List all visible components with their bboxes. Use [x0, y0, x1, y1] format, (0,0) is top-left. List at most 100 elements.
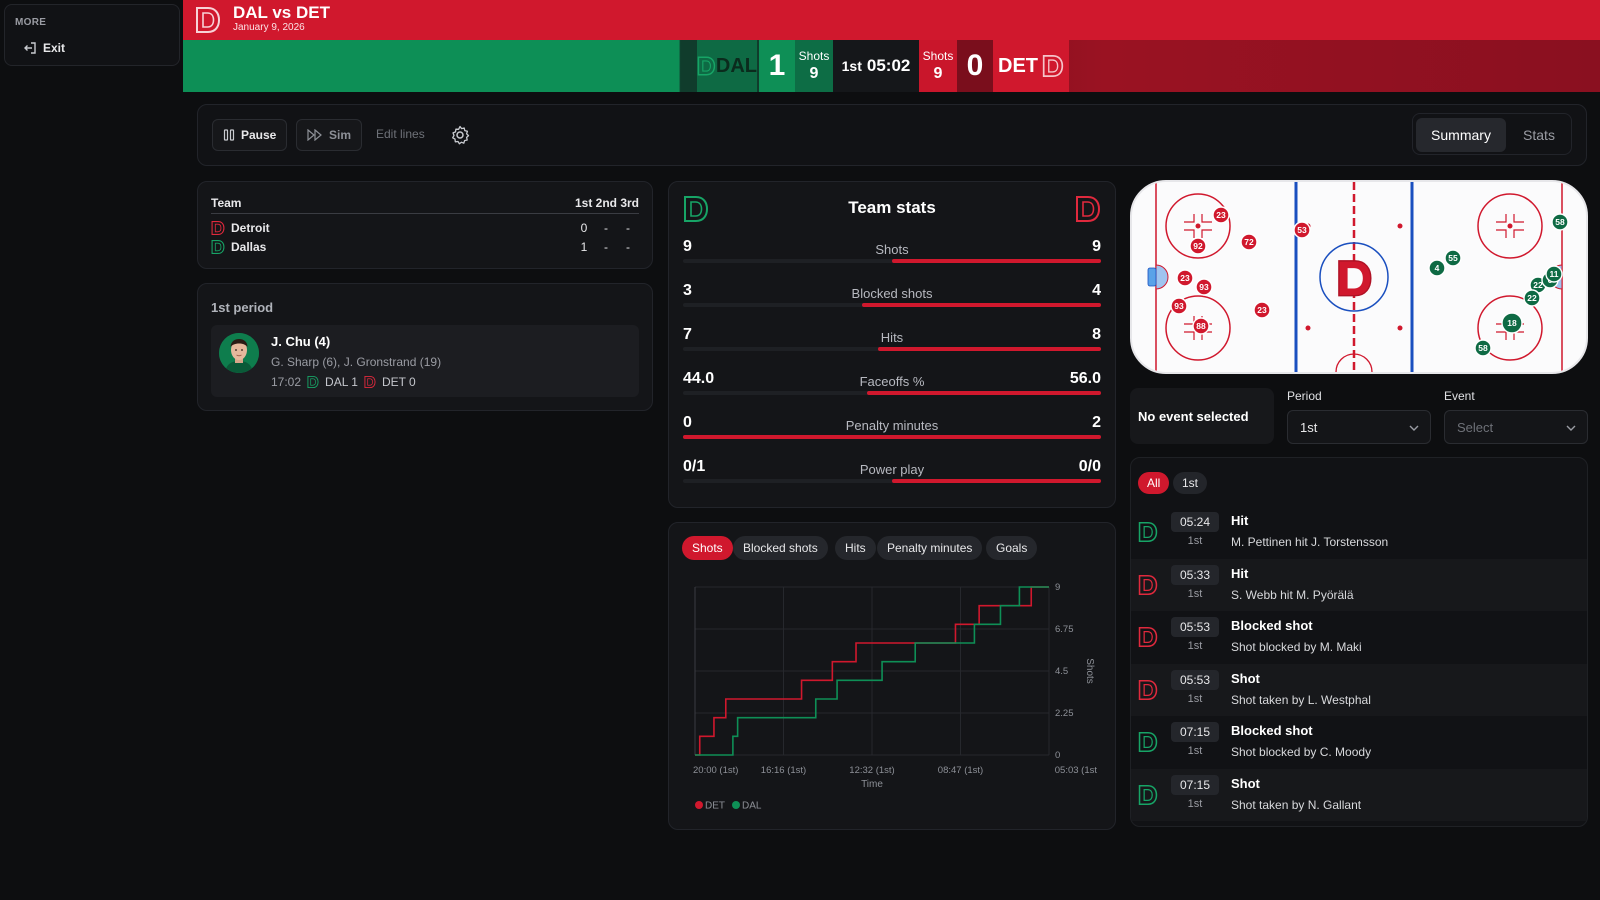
goal-time: 17:02 [271, 375, 302, 389]
event-time: 07:15 [1171, 722, 1219, 742]
home-player-marker[interactable]: 23 [1212, 206, 1230, 224]
goal-item[interactable]: J. Chu (4) G. Sharp (6), J. Gronstrand (… [211, 325, 639, 397]
event-time: 05:24 [1171, 512, 1219, 532]
edit-lines-link[interactable]: Edit lines [376, 127, 425, 141]
event-row[interactable]: 07:15 1st Blocked shot Shot blocked by C. M… [1131, 716, 1587, 768]
event-period: 1st [1187, 745, 1203, 757]
away-player-marker[interactable]: 18 [1501, 312, 1523, 334]
home-team-cell: DET [993, 40, 1069, 92]
stat-label: Blocked shots [851, 286, 933, 301]
team-stats-title: Team stats [848, 198, 936, 217]
home-player-marker[interactable]: 93 [1170, 297, 1188, 315]
event-description: Shot blocked by C. Moody [1231, 745, 1372, 759]
det-team-logo [1042, 55, 1064, 77]
stat-bar-fill-det [683, 435, 1101, 439]
player-number: 53 [1297, 225, 1307, 235]
player-number: 88 [1196, 321, 1206, 331]
stat-bar-track [683, 303, 1101, 307]
home-player-marker[interactable]: 92 [1189, 237, 1207, 255]
stat-value-det: 4 [1092, 282, 1101, 299]
pause-button[interactable]: Pause [212, 119, 288, 151]
tab-stats[interactable]: Stats [1523, 127, 1555, 143]
rink-map[interactable]: 2392725323939388235855422226111858 [1130, 180, 1588, 374]
event-period: 1st [1187, 535, 1203, 547]
sim-button[interactable]: Sim [296, 119, 363, 151]
dal-team-logo [684, 196, 709, 222]
det-team-logo [1138, 627, 1158, 647]
period-column-headers: 1st 2nd 3rd [574, 196, 639, 210]
player-number: 58 [1555, 217, 1565, 227]
period-score-table: Team 1st 2nd 3rd Detroit 0 - - Dallas 1 … [197, 181, 653, 269]
settings-gear-icon[interactable] [450, 125, 470, 145]
det-team-logo [1138, 679, 1158, 700]
det-team-logo [211, 221, 225, 235]
tab-summary[interactable]: Summary [1416, 118, 1506, 152]
team-stat-row: 0/1 Power play 0/0 [683, 454, 1101, 494]
event-row[interactable]: 05:53 1st Shot Shot taken by L. Westphal [1131, 663, 1587, 716]
event-type: Hit [1231, 513, 1249, 528]
home-player-marker[interactable]: 53 [1293, 221, 1311, 239]
team-stat-row: 44.0 Faceoffs % 56.0 [683, 366, 1101, 406]
scoreboard: DAL 1 Shots 9 1st 05:02 Shots 9 0 DET [183, 40, 1600, 92]
away-player-marker[interactable]: 4 [1428, 259, 1446, 277]
event-row[interactable]: 05:33 1st Hit S. Webb hit M. Pyörälä [1131, 558, 1587, 611]
home-player-marker[interactable]: 23 [1253, 301, 1271, 319]
stat-bar-fill-det [892, 479, 1101, 483]
away-player-marker[interactable]: 11 [1545, 265, 1563, 283]
home-player-marker[interactable]: 93 [1195, 278, 1213, 296]
player-number: 92 [1193, 241, 1203, 251]
chart-tab[interactable]: Hits [835, 536, 876, 560]
event-row[interactable]: 05:24 1st Hit M. Pettinen hit J. Torstensso… [1131, 506, 1587, 558]
rink-diagram: 2392725323939388235855422226111858 [1147, 182, 1569, 372]
chart-tab[interactable]: Shots [682, 536, 733, 560]
y-tick-label: 0 [1055, 750, 1060, 761]
player-number: 22 [1533, 280, 1543, 290]
event-type: Shot [1231, 775, 1260, 791]
chart-tab[interactable]: Blocked shots [733, 536, 828, 560]
game-controls-toolbar: Pause Sim Edit lines Summary Stats [197, 104, 1587, 166]
pause-label: Pause [241, 128, 277, 142]
event-description: S. Webb hit M. Pyörälä [1231, 587, 1354, 602]
game-clock: 1st 05:02 [833, 40, 919, 92]
home-player-marker[interactable]: 72 [1240, 233, 1258, 251]
team-stat-row: 0 Penalty minutes 2 [683, 410, 1101, 450]
home-player-marker[interactable]: 23 [1176, 269, 1194, 287]
event-filter-all[interactable]: All [1138, 472, 1170, 494]
faceoff-hash [1496, 214, 1524, 238]
away-player-marker[interactable]: 55 [1444, 249, 1462, 267]
dal-team-logo [211, 240, 225, 254]
event-period: 1st [1187, 587, 1203, 600]
neutral-zone-dot [1305, 325, 1311, 331]
away-player-marker[interactable]: 22 [1523, 289, 1541, 307]
stat-bar-fill-det [866, 391, 1101, 395]
player-number: 11 [1550, 269, 1559, 279]
away-player-marker[interactable]: 58 [1474, 339, 1492, 357]
team-stats-card: Team stats 9 Shots 9 3 Blocked shots 4 7 Hits 8 4… [668, 181, 1116, 508]
period-filter-select[interactable]: 1st [1287, 410, 1431, 444]
ref-crease [1335, 353, 1373, 372]
faceoff-circle [1165, 295, 1231, 361]
player-number: 93 [1174, 301, 1184, 311]
y-tick-label: 4.5 [1055, 666, 1068, 677]
period-3-score: - [626, 240, 630, 254]
chart-tab[interactable]: Penalty minutes [877, 536, 983, 560]
stat-bar-track [683, 259, 1101, 263]
series-line-dal [695, 586, 1049, 756]
y-tick-label: 2.25 [1055, 708, 1074, 719]
exit-button[interactable]: Exit [15, 37, 71, 59]
home-team-abbr: DET [998, 54, 1038, 77]
chart-tab[interactable]: Goals [986, 536, 1038, 560]
game-title: DAL vs DET [233, 3, 330, 22]
event-period: 1st [1187, 640, 1203, 652]
event-row[interactable]: 05:53 1st Blocked shot Shot blocked by M. M… [1131, 611, 1587, 663]
exit-icon [24, 42, 36, 54]
dal-team-logo [1138, 522, 1158, 542]
event-row[interactable]: 07:15 1st Shot Shot taken by N. Gallant [1131, 768, 1587, 821]
x-tick-label: 05:03 (1st [1055, 765, 1098, 776]
event-filter-1st[interactable]: 1st [1173, 472, 1208, 494]
clock-time: 05:02 [866, 56, 911, 75]
player-number: 23 [1180, 273, 1190, 283]
home-player-marker[interactable]: 88 [1192, 317, 1210, 335]
away-player-marker[interactable]: 58 [1551, 213, 1569, 231]
event-filter-select[interactable]: Select [1444, 410, 1588, 444]
